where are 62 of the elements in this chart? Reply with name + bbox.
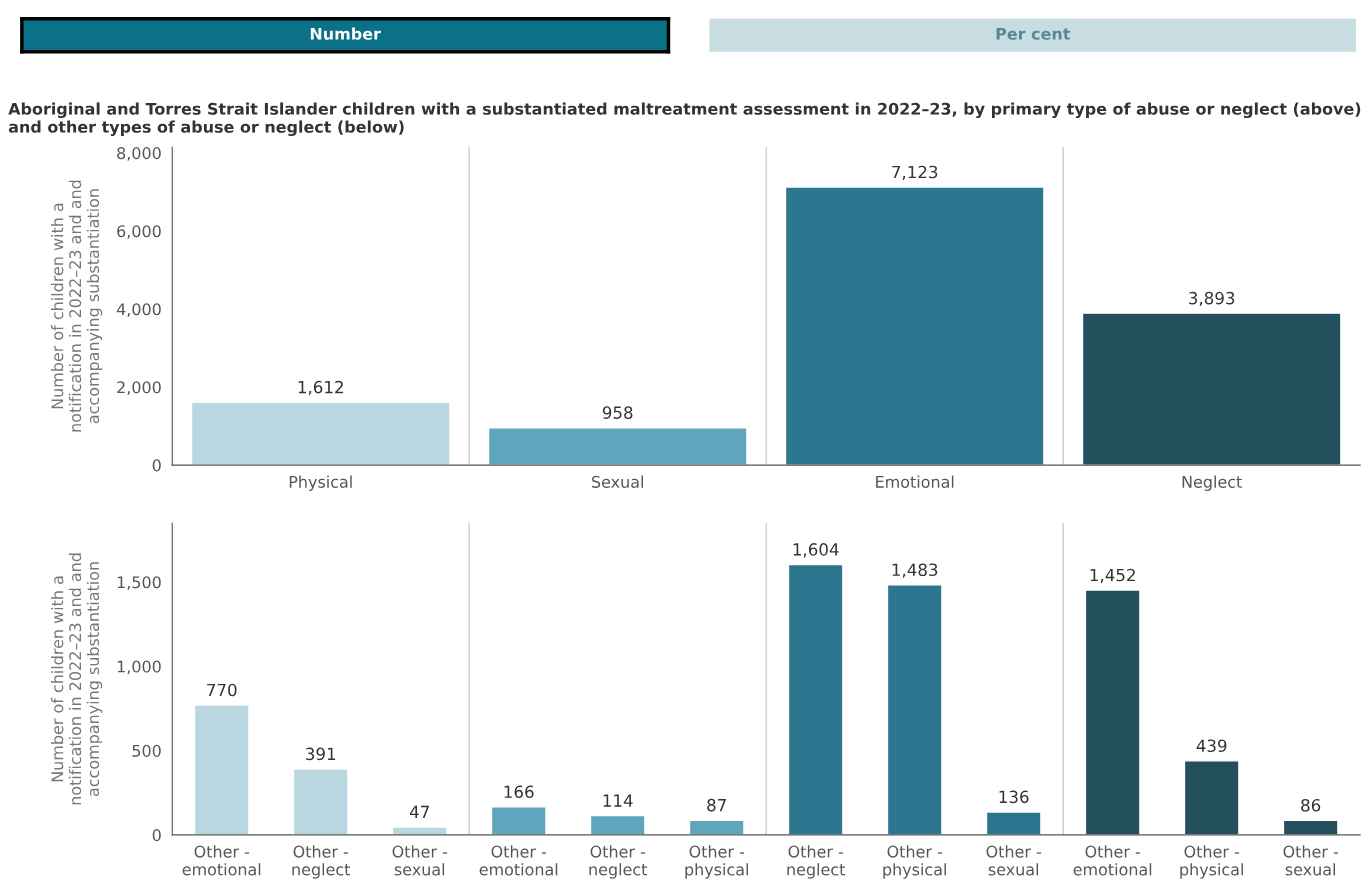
text: Per cent — [996, 27, 1071, 40]
y-tick-label: 2,000 — [117, 381, 161, 395]
bar — [1282, 819, 1339, 835]
bar — [391, 826, 448, 835]
bar — [1183, 760, 1240, 835]
bar — [589, 814, 646, 835]
x-tick-label: Other - physical — [685, 845, 748, 879]
data-label: 439 — [1196, 739, 1227, 753]
bar — [487, 427, 748, 466]
y-tick-label: 6,000 — [117, 225, 161, 239]
bar — [787, 563, 844, 835]
y-tick-label: 1,000 — [117, 660, 161, 675]
x-tick-label: Emotional — [876, 475, 954, 488]
x-tick-label: Other - neglect — [589, 845, 648, 879]
x-tick-label: Other - emotional — [479, 845, 558, 876]
x-tick-label: Other - sexual — [392, 845, 448, 876]
data-label: 958 — [602, 406, 633, 419]
data-label: 7,123 — [892, 165, 938, 181]
y-tick-label: 4,000 — [116, 303, 161, 317]
y-tick-label: 0 — [152, 829, 161, 842]
x-tick-label: Other - physical — [1180, 845, 1243, 879]
bar — [1081, 312, 1342, 466]
bar — [985, 811, 1042, 835]
data-label: 166 — [504, 785, 534, 799]
data-label: 47 — [409, 805, 429, 818]
x-tick-label: Other - neglect — [292, 845, 351, 879]
bar — [292, 768, 349, 835]
x-tick-label: Neglect — [1182, 475, 1242, 491]
bar — [784, 186, 1045, 466]
x-tick-label: Other - neglect — [787, 845, 846, 879]
text: Number — [310, 27, 381, 40]
data-label: 87 — [707, 798, 726, 812]
data-label: 1,452 — [1090, 568, 1135, 584]
data-label: 1,612 — [298, 380, 343, 396]
x-tick-label: Other - emotional — [182, 845, 261, 876]
data-label: 114 — [603, 794, 633, 807]
x-tick-label: Other - sexual — [986, 845, 1041, 876]
y-tick-label: 8,000 — [117, 147, 161, 161]
data-label: 1,483 — [892, 563, 938, 578]
bar — [193, 704, 250, 835]
x-tick-label: Other - sexual — [1283, 845, 1338, 876]
data-label: 3,893 — [1189, 291, 1235, 307]
x-tick-label: Physical — [289, 475, 352, 491]
y-axis-title: Number of children with a notification in 2022–23 and and accompanying substantiation — [50, 180, 103, 432]
bar — [1084, 589, 1141, 835]
bar — [190, 401, 451, 466]
x-tick-label: Other - emotional — [1073, 845, 1152, 876]
x-tick-label: Other - physical — [883, 845, 946, 879]
bar — [886, 584, 943, 835]
data-label: 1,604 — [793, 543, 839, 558]
y-tick-label: 0 — [152, 459, 161, 472]
data-label: 391 — [306, 747, 336, 761]
bar — [688, 819, 745, 835]
chart-title: Aboriginal and Torres Strait Islander children with a substantiated maltreatment assessment in 2022–23, by primary type of abuse or neglect (above) and other types of abuse or neglect (below) — [8, 102, 1361, 137]
y-axis-title: Number of children with a notification in 2022–23 and and accompanying substantiation — [50, 553, 103, 805]
bar — [490, 806, 547, 835]
y-tick-label: 1,500 — [117, 576, 161, 590]
data-label: 136 — [999, 790, 1029, 804]
x-tick-label: Sexual — [592, 475, 643, 488]
data-label: 770 — [207, 683, 237, 697]
data-label: 86 — [1301, 798, 1321, 812]
y-tick-label: 500 — [132, 744, 161, 757]
